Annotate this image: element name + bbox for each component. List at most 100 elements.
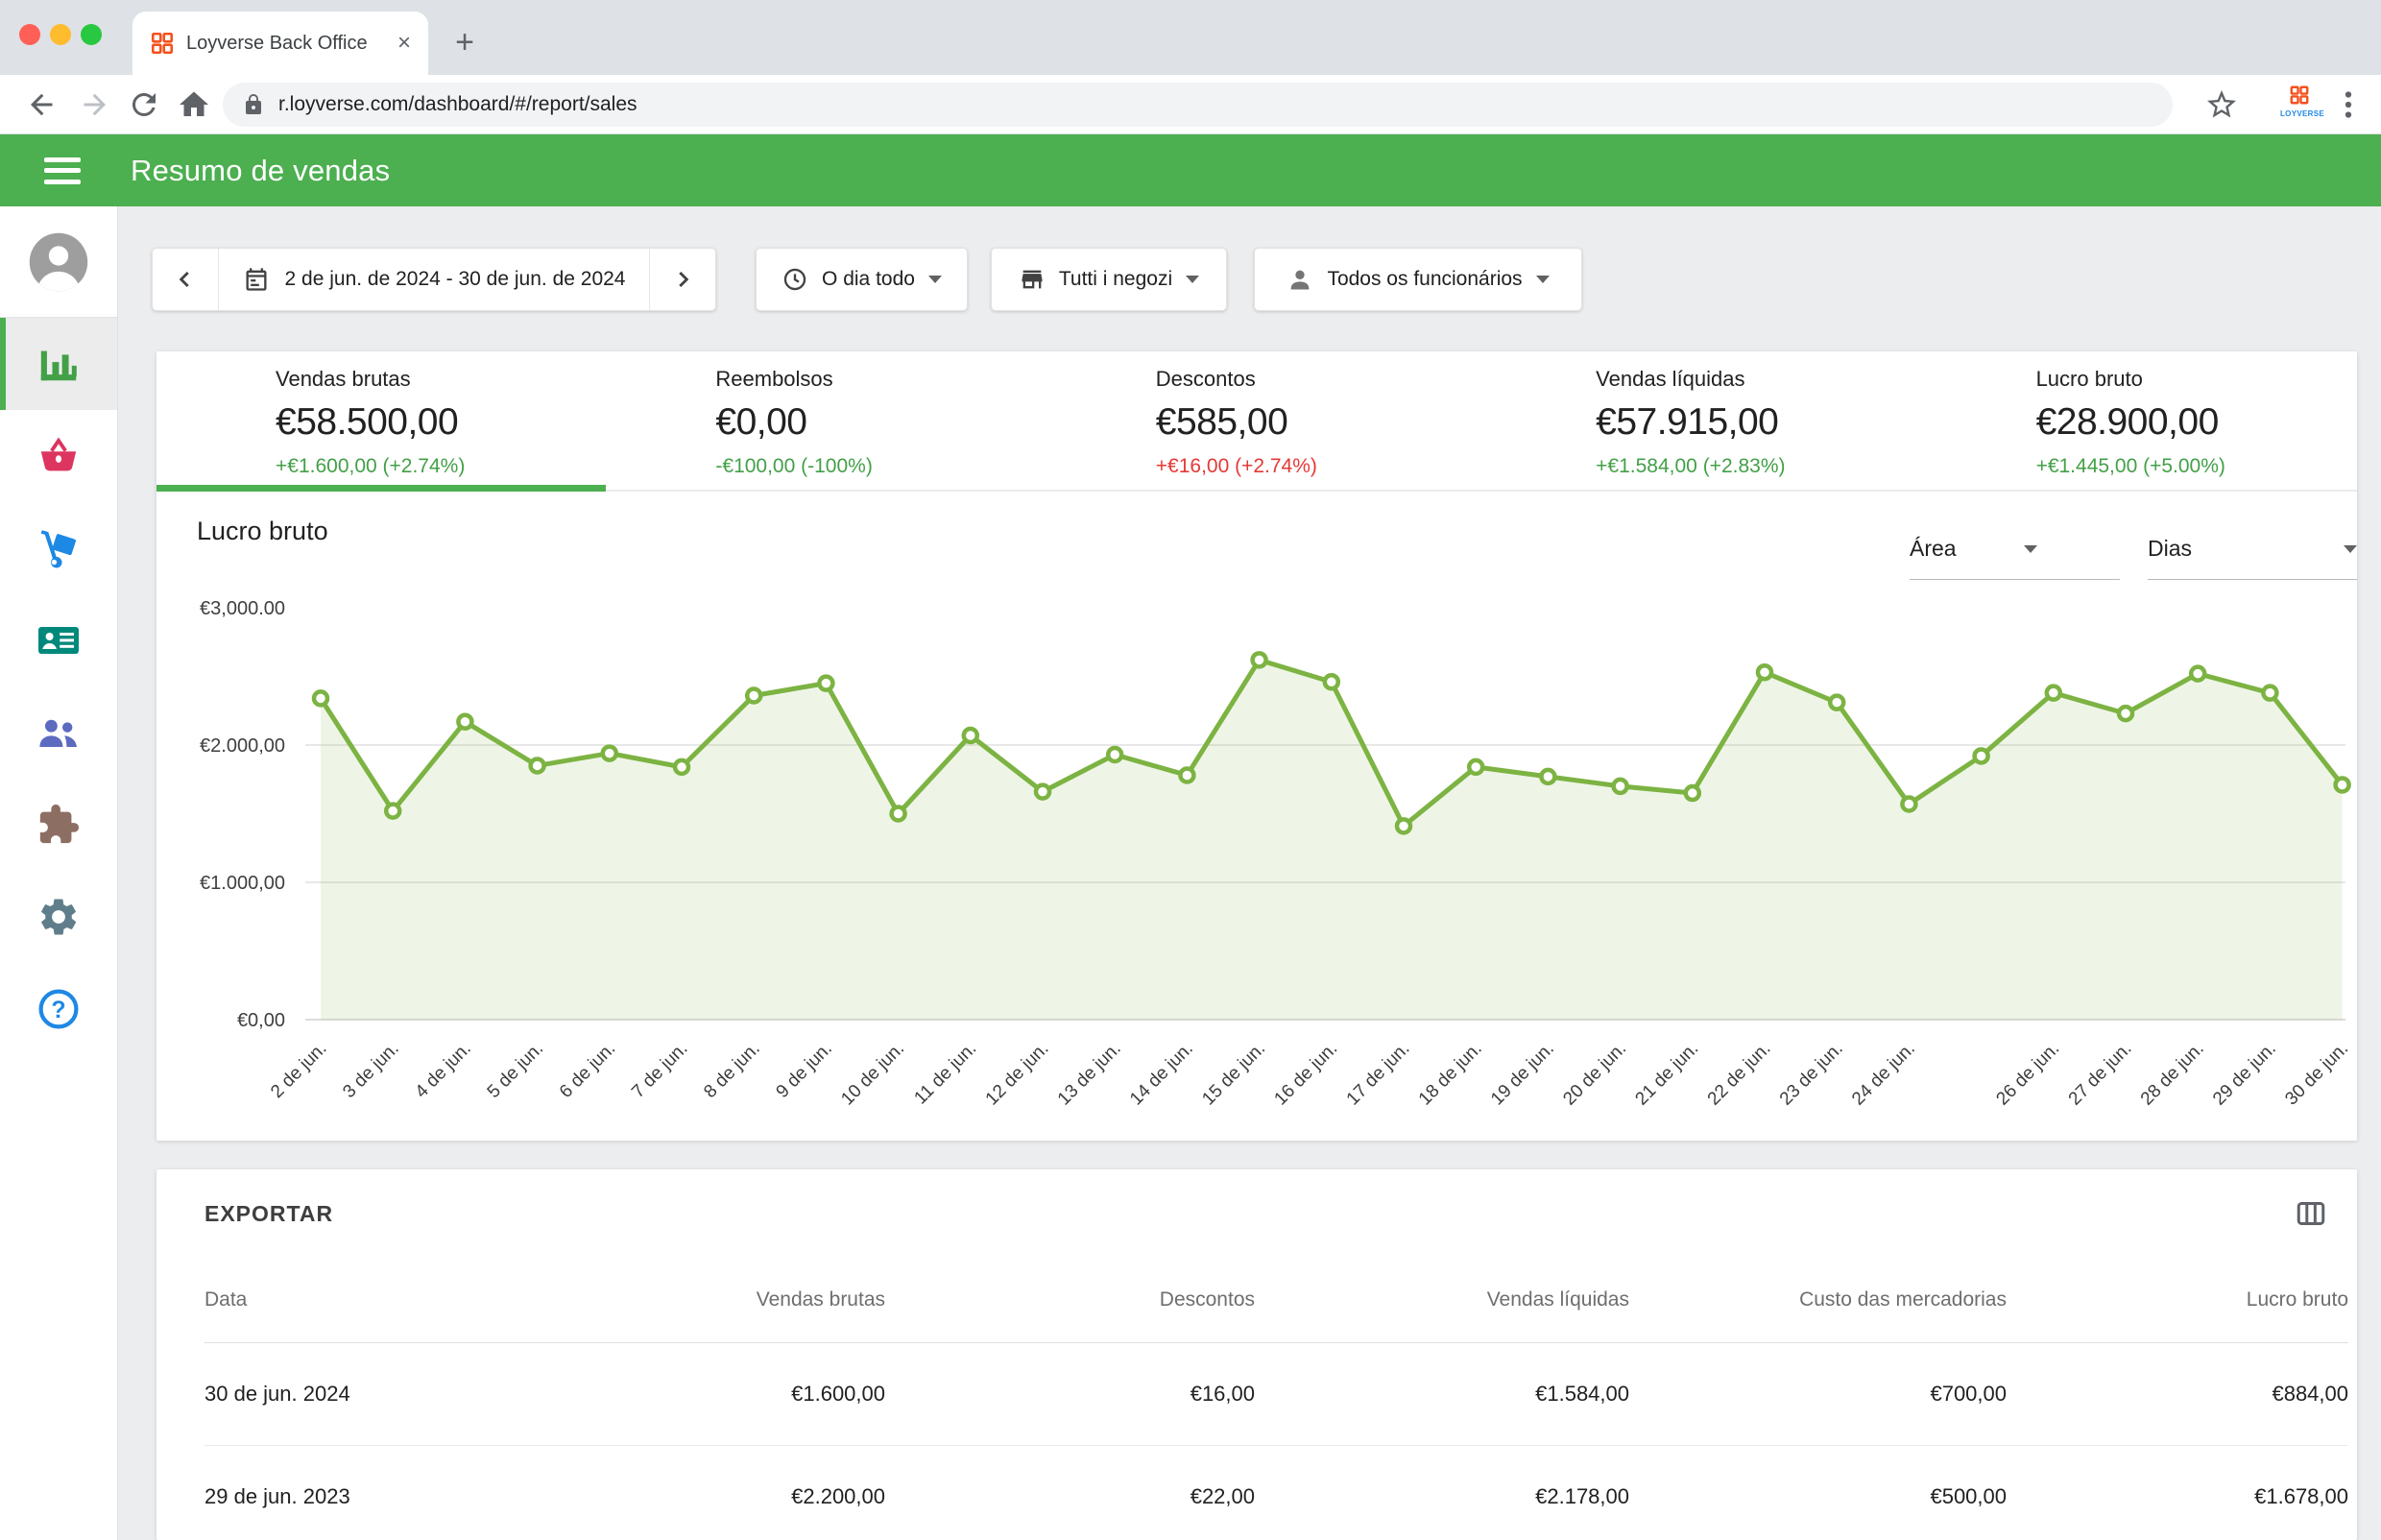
cell-date: 29 de jun. 2023	[204, 1483, 350, 1508]
metric-tab-gross-sales[interactable]: Vendas brutas €58.500,00 +€1.600,00 (+2.…	[156, 351, 596, 490]
chart-point[interactable]	[2044, 684, 2063, 702]
chart-point[interactable]	[889, 805, 907, 823]
cell-gross-sales: €2.200,00	[791, 1483, 885, 1508]
chart-point[interactable]	[1755, 662, 1774, 682]
tab-strip: Loyverse Back Office × +	[0, 0, 2381, 75]
chart-point[interactable]	[2261, 684, 2279, 702]
x-axis-label: 14 de jun.	[1126, 1039, 1197, 1110]
forward-icon[interactable]	[77, 87, 111, 122]
table-row[interactable]: 30 de jun. 2024 €1.600,00 €16,00 €1.584,…	[204, 1342, 2348, 1446]
chart-point[interactable]	[744, 686, 763, 705]
chart-point[interactable]	[1105, 745, 1124, 764]
active-tab-underline	[156, 485, 606, 492]
metric-tab-discounts[interactable]: Descontos €585,00 +€16,00 (+2.74%)	[1037, 351, 1477, 490]
cell-net-sales: €1.584,00	[1255, 1342, 1629, 1446]
sidebar-item-settings[interactable]	[0, 871, 117, 963]
metric-tab-gross-profit[interactable]: Lucro bruto €28.900,00 +€1.445,00 (+5.00…	[1917, 351, 2357, 490]
home-icon[interactable]	[177, 87, 211, 122]
chart-interval-select[interactable]: Dias	[2148, 536, 2357, 580]
menu-hamburger-icon[interactable]	[44, 156, 81, 184]
chart-point[interactable]	[1322, 672, 1341, 691]
chart-point[interactable]	[1394, 817, 1413, 835]
chart-point[interactable]	[1972, 747, 1990, 765]
tab-close-icon[interactable]: ×	[397, 30, 411, 56]
export-button[interactable]: EXPORTAR	[204, 1200, 334, 1226]
url-bar[interactable]: r.loyverse.com/dashboard/#/report/sales	[223, 83, 2173, 127]
window-zoom-button[interactable]	[81, 24, 102, 45]
loyverse-extension-icon[interactable]: LOYVERSE	[2280, 84, 2324, 118]
chart-interval-label: Dias	[2148, 536, 2193, 561]
x-axis-label: 26 de jun.	[1992, 1039, 2063, 1110]
chart-point[interactable]	[1900, 795, 1918, 813]
sidebar-item-help[interactable]: ?	[0, 963, 117, 1055]
chart-point[interactable]	[961, 726, 980, 745]
date-prev-button[interactable]	[153, 249, 218, 310]
chart-point[interactable]	[600, 744, 619, 762]
x-axis-label: 17 de jun.	[1343, 1039, 1414, 1110]
puzzle-icon	[39, 804, 80, 844]
sidebar-item-profile[interactable]	[0, 206, 117, 318]
chart-point[interactable]	[2116, 704, 2135, 723]
browser-tab[interactable]: Loyverse Back Office ×	[132, 12, 428, 75]
chart-point[interactable]	[1683, 783, 1702, 803]
time-filter-label: O dia todo	[822, 268, 915, 290]
chart-point[interactable]	[672, 758, 691, 777]
x-axis-label: 9 de jun.	[773, 1039, 836, 1102]
window-close-button[interactable]	[19, 24, 40, 45]
column-header-discounts[interactable]: Descontos	[885, 1258, 1255, 1343]
y-axis-label: €1.000,00	[200, 873, 285, 894]
chart-type-select[interactable]: Área	[1910, 536, 2120, 580]
sidebar-item-integrations[interactable]	[0, 779, 117, 871]
browser-menu-icon[interactable]	[2331, 87, 2366, 122]
column-settings-icon[interactable]	[2294, 1196, 2328, 1231]
chart-point[interactable]	[1250, 651, 1268, 669]
loyverse-favicon-icon	[151, 32, 174, 55]
people-icon	[39, 719, 77, 747]
x-axis-label: 10 de jun.	[837, 1039, 908, 1110]
basket-icon	[40, 437, 77, 471]
table-toolbar: EXPORTAR	[156, 1169, 2357, 1258]
chart-point[interactable]	[1466, 758, 1485, 777]
store-filter-button[interactable]: Tutti i negozi	[991, 248, 1227, 311]
chart-point[interactable]	[1611, 777, 1629, 796]
sidebar-item-items[interactable]	[0, 410, 117, 502]
chart-point[interactable]	[1539, 767, 1557, 786]
column-header-net-sales[interactable]: Vendas líquidas	[1255, 1258, 1629, 1343]
table-row[interactable]: 29 de jun. 2023 €2.200,00 €22,00 €2.178,…	[204, 1445, 2348, 1540]
metric-tab-net-sales[interactable]: Vendas líquidas €57.915,00 +€1.584,00 (+…	[1477, 351, 1916, 490]
column-header-date[interactable]: Data	[204, 1258, 627, 1343]
date-range-button[interactable]: 2 de jun. de 2024 - 30 de jun. de 2024	[219, 249, 649, 310]
metric-tab-refunds[interactable]: Reembolsos €0,00 -€100,00 (-100%)	[596, 351, 1036, 490]
x-axis-label: 4 de jun.	[412, 1039, 475, 1102]
sidebar-item-customers[interactable]	[0, 594, 117, 686]
window-minimize-button[interactable]	[50, 24, 71, 45]
chart-point[interactable]	[2188, 664, 2207, 683]
sidebar-item-inventory[interactable]	[0, 502, 117, 594]
chart-point[interactable]	[528, 757, 546, 775]
chart-point[interactable]	[383, 802, 402, 820]
chart-point[interactable]	[1033, 782, 1052, 801]
chart-point[interactable]	[817, 674, 835, 692]
date-next-button[interactable]	[650, 249, 715, 310]
cell-discounts: €16,00	[885, 1342, 1255, 1446]
new-tab-button[interactable]: +	[455, 23, 474, 60]
x-axis-label: 28 de jun.	[2137, 1039, 2208, 1110]
cell-gross-sales: €1.600,00	[627, 1342, 885, 1446]
chart-point[interactable]	[456, 712, 474, 731]
reload-icon[interactable]	[127, 87, 161, 122]
bookmark-star-icon[interactable]	[2204, 87, 2239, 122]
chart-point[interactable]	[1178, 766, 1196, 784]
url-text: r.loyverse.com/dashboard/#/report/sales	[278, 93, 637, 115]
chart-point[interactable]	[311, 689, 330, 708]
chart-point[interactable]	[2333, 776, 2351, 794]
column-header-gross-sales[interactable]: Vendas brutas	[627, 1258, 885, 1343]
time-filter-button[interactable]: O dia todo	[756, 248, 968, 311]
column-header-gross-profit[interactable]: Lucro bruto	[2007, 1258, 2348, 1343]
employee-filter-button[interactable]: Todos os funcionários	[1254, 248, 1582, 311]
column-header-cost-of-goods[interactable]: Custo das mercadorias	[1629, 1258, 2007, 1343]
chart-area-fill	[321, 660, 2343, 1020]
chart-point[interactable]	[1827, 693, 1846, 711]
back-icon[interactable]	[25, 87, 60, 122]
sidebar-item-reports[interactable]	[0, 318, 117, 410]
sidebar-item-employees[interactable]	[0, 686, 117, 779]
